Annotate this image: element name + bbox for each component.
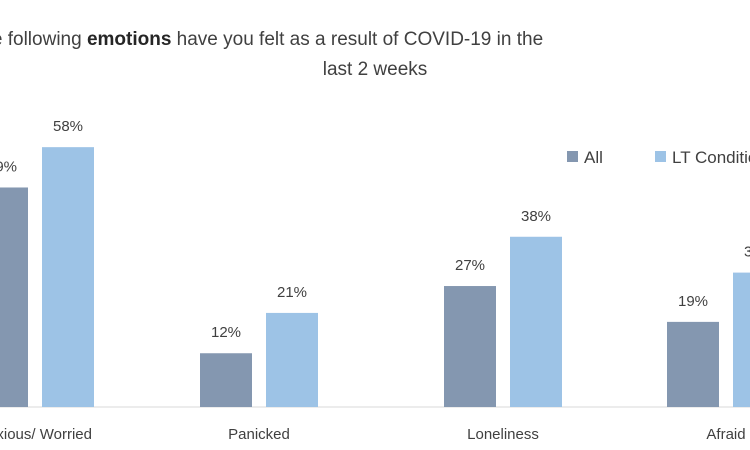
bar-lt-condition-3 xyxy=(733,273,750,407)
data-label-all-3: 19% xyxy=(678,293,708,310)
chart-title-line2: last 2 weeks xyxy=(323,59,428,80)
data-label-lt-condition-1: 21% xyxy=(277,284,307,301)
bar-all-3 xyxy=(667,322,719,407)
data-label-lt-condition-3: 30% xyxy=(744,244,750,261)
bar-all-0 xyxy=(0,187,28,407)
bar-lt-condition-2 xyxy=(510,237,562,407)
category-label-0: Anxious/ Worried xyxy=(0,426,92,443)
legend-swatch-0 xyxy=(567,151,578,162)
category-label-1: Panicked xyxy=(228,426,290,443)
data-label-all-2: 27% xyxy=(455,257,485,274)
chart-title-part-2: have you felt as a result of COVID-19 in… xyxy=(171,29,543,50)
data-label-lt-condition-2: 38% xyxy=(521,208,551,225)
data-label-all-0: 49% xyxy=(0,158,17,175)
chart-title-part-0: Which of the following xyxy=(0,29,87,50)
bar-all-2 xyxy=(444,286,496,407)
bar-lt-condition-1 xyxy=(266,313,318,407)
category-label-2: Loneliness xyxy=(467,426,539,443)
bars-group: 49% 58% Anxious/ Worried 12% 21% Panicked 27% 3… xyxy=(0,118,750,443)
legend: All LT Condition xyxy=(567,148,750,167)
legend-label-0: All xyxy=(584,148,603,167)
data-label-lt-condition-0: 58% xyxy=(53,118,83,135)
bar-all-1 xyxy=(200,353,252,407)
data-label-all-1: 12% xyxy=(211,324,241,341)
legend-swatch-1 xyxy=(655,151,666,162)
bar-lt-condition-0 xyxy=(42,147,94,407)
chart-title-line1: Which of the following emotions have you… xyxy=(0,29,543,50)
legend-label-1: LT Condition xyxy=(672,148,750,167)
chart-title-part-1: emotions xyxy=(87,29,171,50)
category-label-3: Afraid xyxy=(706,426,745,443)
